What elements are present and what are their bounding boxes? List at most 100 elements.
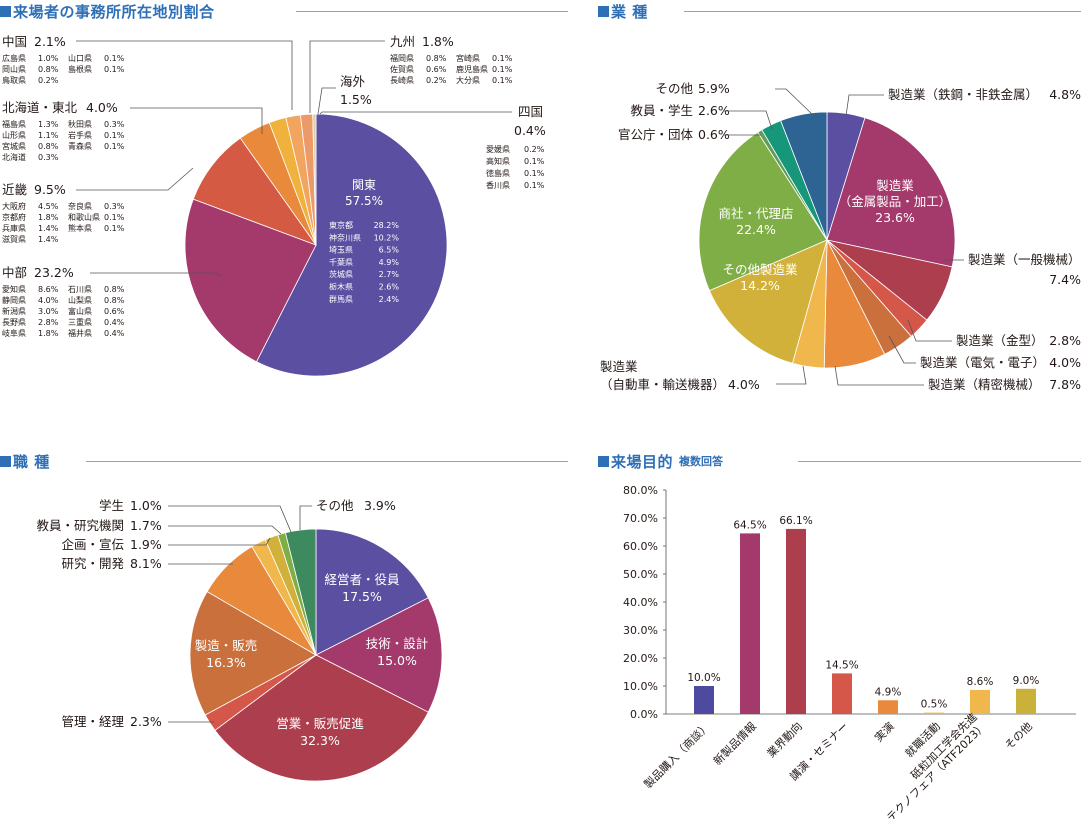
region-title: 来場者の事務所所在地別割合 bbox=[13, 2, 215, 21]
region-pref-value: 1.4% bbox=[38, 235, 59, 244]
header-square-icon bbox=[598, 5, 609, 17]
region-kanto-pref-value: 2.7% bbox=[379, 270, 400, 279]
industry-label-製造業-自動車・輸送機器-: 製造業 bbox=[600, 359, 638, 374]
job-value-企画・宣伝: 1.9% bbox=[130, 537, 162, 552]
region-pref: 鹿児島県 bbox=[456, 64, 488, 74]
region-pref: 愛媛県 bbox=[486, 144, 510, 154]
industry-pie-chart: 製造業（金属製品・加工）23.6%商社・代理店22.4%その他製造業14.2%製… bbox=[600, 81, 1081, 392]
region-pref: 和歌山県 bbox=[68, 212, 100, 222]
region-pref-value: 0.6% bbox=[426, 65, 447, 74]
region-pref: 福岡県 bbox=[390, 54, 414, 63]
job-value-教員・研究機関: 1.7% bbox=[130, 518, 162, 533]
region-pref-value: 0.1% bbox=[104, 142, 125, 151]
region-pref: 熊本県 bbox=[68, 223, 92, 233]
y-tick-label: 10.0% bbox=[623, 680, 658, 693]
industry-header-line bbox=[684, 11, 1081, 12]
job-leader-学生 bbox=[168, 505, 292, 533]
region-pref: 奈良県 bbox=[68, 201, 92, 211]
industry-label-製造業-電気・電子-: 製造業（電気・電子） bbox=[920, 355, 1045, 370]
industry-leader-製造業-電気・電子- bbox=[888, 335, 916, 364]
job-value-経営者・役員: 17.5% bbox=[342, 589, 382, 604]
industry-value-製造業-自動車・輸送機器-: 4.0% bbox=[728, 377, 760, 392]
x-tick-label-group: 業界動向 bbox=[764, 719, 805, 760]
region-pref: 富山県 bbox=[68, 306, 92, 316]
region-leader-近畿 bbox=[76, 167, 194, 191]
job-label-学生: 学生 bbox=[99, 498, 124, 513]
industry-label-官公庁・団体: 官公庁・団体 bbox=[618, 127, 694, 142]
region-pref: 佐賀県 bbox=[390, 64, 414, 74]
region-kanto-pref-value: 28.2% bbox=[374, 221, 400, 230]
region-pref-value: 0.1% bbox=[524, 157, 545, 166]
y-tick-label: 70.0% bbox=[623, 512, 658, 525]
region-pref: 岩手県 bbox=[68, 130, 92, 140]
industry-value-製造業-電気・電子-: 4.0% bbox=[1049, 355, 1081, 370]
industry-leader-製造業-精密機械- bbox=[834, 365, 924, 386]
region-value-shikoku: 0.4% bbox=[514, 123, 546, 138]
region-pref: 大分県 bbox=[456, 75, 480, 85]
industry-value-教員・学生: 2.6% bbox=[698, 103, 730, 118]
region-pref-value: 0.3% bbox=[104, 202, 125, 211]
region-pref-value: 0.2% bbox=[38, 76, 59, 85]
region-pie-chart: 関東 57.5% 東京都 28.2% 神奈川県 10.2% 埼玉県 6.5% 千葉県 4.9% 茨城… bbox=[2, 34, 546, 377]
bar-value-label: 14.5% bbox=[825, 659, 858, 671]
job-header-line bbox=[86, 461, 568, 462]
region-leader-kaigai bbox=[317, 87, 336, 115]
bar-value-label: 8.6% bbox=[967, 676, 994, 688]
industry-title: 業 種 bbox=[611, 2, 648, 21]
industry-label-製造業-金属製品・加工-: （金属製品・加工） bbox=[839, 194, 952, 209]
header-square-icon bbox=[598, 455, 609, 467]
job-label-教員・研究機関: 教員・研究機関 bbox=[36, 518, 124, 533]
bar-その他 bbox=[1016, 688, 1036, 714]
region-kanto-pref-value: 4.9% bbox=[379, 258, 400, 267]
region-pref-value: 2.8% bbox=[38, 318, 59, 327]
region-pref: 宮崎県 bbox=[456, 53, 480, 63]
pie-slice-製造業-金属製品・加工- bbox=[826, 117, 956, 268]
region-pref-value: 4.0% bbox=[38, 296, 59, 305]
pie-slice-その他 bbox=[284, 528, 317, 656]
industry-value-製造業-金属製品・加工-: 23.6% bbox=[875, 210, 915, 225]
region-label-shikoku: 四国 bbox=[518, 104, 543, 119]
region-label-九州: 九州 bbox=[390, 34, 415, 49]
region-pref-value: 0.1% bbox=[492, 76, 513, 85]
industry-label-その他製造業: その他製造業 bbox=[722, 262, 798, 277]
job-label-技術・設計: 技術・設計 bbox=[366, 636, 429, 651]
x-tick-label: 新製品情報 bbox=[710, 719, 759, 768]
job-label-経営者・役員: 経営者・役員 bbox=[324, 572, 400, 587]
region-pref-value: 1.3% bbox=[38, 120, 59, 129]
industry-label-製造業-金属製品・加工-: 製造業 bbox=[876, 178, 914, 193]
region-pref-value: 0.8% bbox=[38, 65, 59, 74]
region-pref: 香川県 bbox=[486, 180, 510, 190]
pie-slice-その他製造業 bbox=[708, 239, 828, 364]
job-label-営業・販売促進: 営業・販売促進 bbox=[276, 716, 364, 731]
bar-value-label: 9.0% bbox=[1013, 675, 1040, 687]
industry-label-製造業-一般機械-: 製造業（一般機械） bbox=[968, 252, 1081, 267]
industry-value-製造業-一般機械-: 7.4% bbox=[1049, 272, 1081, 287]
region-pref: 滋賀県 bbox=[2, 234, 26, 244]
job-label-管理・経理: 管理・経理 bbox=[61, 714, 124, 729]
pie-slice-近畿 bbox=[192, 137, 318, 246]
job-panel: 職 種 経営者・役員 17.5% 技術・設計 15.0% 営業・販売促進 32.3% 製造・… bbox=[0, 450, 570, 819]
industry-value-製造業-鉄鋼・非鉄金属-: 4.8% bbox=[1049, 87, 1081, 102]
region-pref: 三重県 bbox=[68, 317, 92, 327]
y-tick-label: 20.0% bbox=[623, 652, 658, 665]
region-pref: 大阪府 bbox=[2, 201, 26, 211]
region-pref-value: 0.3% bbox=[104, 120, 125, 129]
region-pref-value: 0.1% bbox=[104, 65, 125, 74]
region-pref-value: 0.4% bbox=[104, 318, 125, 327]
region-pref-value: 1.0% bbox=[38, 54, 59, 63]
region-kanto-pref: 茨城県 bbox=[329, 269, 353, 279]
region-value-九州: 1.8% bbox=[422, 34, 454, 49]
region-pref-value: 0.8% bbox=[104, 296, 125, 305]
job-value-学生: 1.0% bbox=[130, 498, 162, 513]
region-kanto-pref: 神奈川県 bbox=[329, 232, 361, 242]
region-pref: 山口県 bbox=[68, 53, 92, 63]
region-kanto-pref: 千葉県 bbox=[329, 257, 353, 267]
x-tick-label-group: 製品購入（商談） bbox=[641, 719, 713, 791]
job-value-管理・経理: 2.3% bbox=[130, 714, 162, 729]
region-pref: 京都府 bbox=[2, 212, 26, 222]
industry-label-その他: その他 bbox=[655, 81, 693, 96]
region-pref: 鳥取県 bbox=[2, 75, 26, 85]
pie-slice-製造・販売 bbox=[189, 590, 317, 716]
industry-leader-製造業-金型- bbox=[907, 319, 952, 342]
industry-leader-製造業-自動車・輸送機器- bbox=[776, 365, 807, 385]
